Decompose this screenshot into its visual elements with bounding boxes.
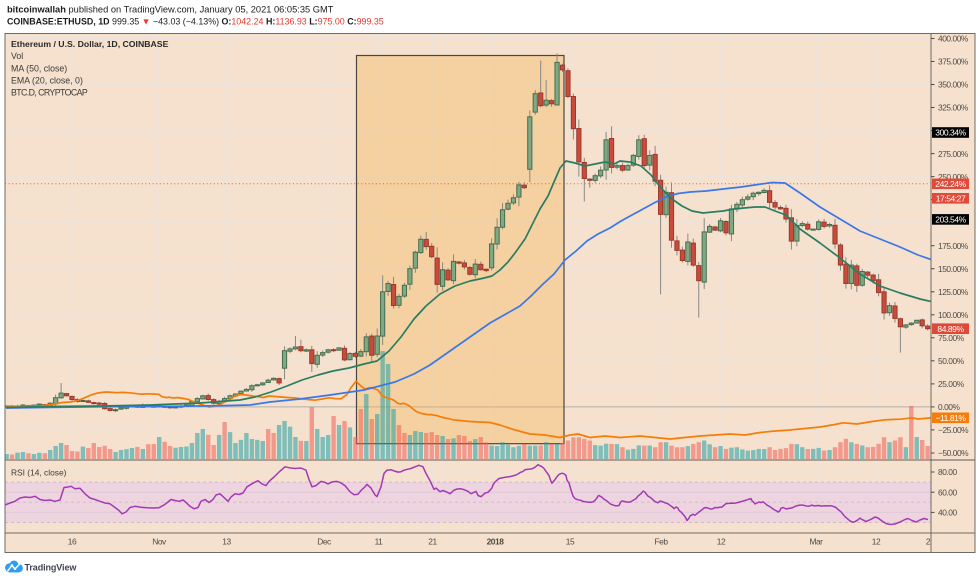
svg-text:Mar: Mar: [809, 537, 823, 547]
svg-text:12: 12: [872, 537, 881, 547]
svg-text:375.00%: 375.00%: [938, 57, 969, 67]
svg-text:300.34%: 300.34%: [935, 128, 966, 138]
svg-text:Vol: Vol: [11, 51, 23, 61]
svg-text:60.00: 60.00: [938, 487, 958, 497]
svg-text:84.89%: 84.89%: [937, 324, 964, 334]
svg-text:bitcoinwallah published on Tra: bitcoinwallah published on TradingView.c…: [7, 5, 334, 15]
svg-text:Feb: Feb: [654, 537, 668, 547]
svg-text:242.24%: 242.24%: [935, 179, 966, 189]
svg-text:COINBASE:ETHUSD, 1D 999.35 ▼: COINBASE:ETHUSD, 1D 999.35 ▼ −43.03 (−4.…: [7, 16, 384, 26]
svg-text:MA (50, close): MA (50, close): [11, 63, 67, 73]
svg-text:400.00%: 400.00%: [938, 34, 969, 44]
svg-text:Ethereum / U.S. Dollar, 1D, CO: Ethereum / U.S. Dollar, 1D, COINBASE: [11, 39, 169, 49]
svg-text:BTC.D, CRYPTOCAP: BTC.D, CRYPTOCAP: [11, 88, 88, 98]
svg-text:11: 11: [375, 537, 384, 547]
svg-text:−50.00%: −50.00%: [938, 448, 969, 458]
svg-text:17:54:27: 17:54:27: [936, 194, 966, 204]
svg-text:TradingView: TradingView: [25, 563, 78, 573]
svg-text:−25.00%: −25.00%: [938, 425, 969, 435]
svg-text:15: 15: [566, 537, 575, 547]
svg-text:80.00: 80.00: [938, 467, 958, 477]
svg-text:275.00%: 275.00%: [938, 149, 969, 159]
svg-text:2018: 2018: [487, 537, 505, 547]
svg-text:RSI (14, close): RSI (14, close): [11, 467, 67, 477]
svg-text:75.00%: 75.00%: [938, 333, 965, 343]
svg-text:16: 16: [68, 537, 77, 547]
svg-text:325.00%: 325.00%: [938, 103, 969, 113]
svg-text:−11.81%: −11.81%: [935, 413, 966, 423]
svg-text:175.00%: 175.00%: [938, 241, 969, 251]
svg-text:100.00%: 100.00%: [938, 310, 969, 320]
svg-text:50.00%: 50.00%: [938, 356, 965, 366]
svg-text:2: 2: [926, 537, 931, 547]
svg-text:0.00%: 0.00%: [938, 402, 961, 412]
svg-text:Dec: Dec: [317, 537, 331, 547]
svg-text:203.54%: 203.54%: [935, 215, 966, 225]
svg-text:21: 21: [428, 537, 437, 547]
svg-text:150.00%: 150.00%: [938, 264, 969, 274]
svg-text:12: 12: [717, 537, 726, 547]
svg-text:350.00%: 350.00%: [938, 80, 969, 90]
svg-text:25.00%: 25.00%: [938, 379, 965, 389]
svg-text:250.00%: 250.00%: [938, 172, 969, 182]
svg-text:40.00: 40.00: [938, 508, 958, 518]
svg-text:125.00%: 125.00%: [938, 287, 969, 297]
svg-text:EMA (20, close, 0): EMA (20, close, 0): [11, 76, 83, 86]
svg-text:Nov: Nov: [152, 537, 167, 547]
svg-text:13: 13: [222, 537, 231, 547]
